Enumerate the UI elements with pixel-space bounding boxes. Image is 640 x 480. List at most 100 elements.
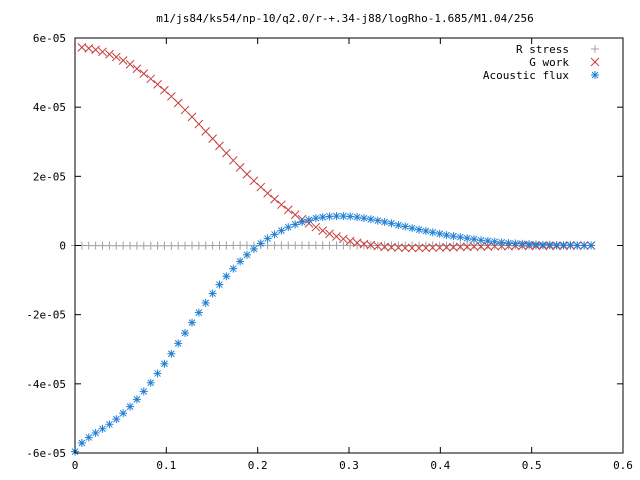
- data-point: [98, 241, 107, 250]
- data-point: [235, 162, 245, 172]
- data-point: [112, 415, 121, 424]
- data-point: [84, 241, 93, 250]
- data-point: [228, 156, 238, 165]
- x-tick-label: 0.6: [613, 459, 633, 472]
- data-point: [270, 230, 279, 239]
- data-point: [415, 225, 424, 234]
- data-point: [256, 239, 265, 248]
- data-point: [531, 240, 540, 249]
- legend-label: Acoustic flux: [483, 69, 569, 82]
- data-point: [201, 127, 211, 136]
- data-point: [573, 241, 582, 250]
- data-point: [187, 112, 197, 122]
- data-point: [346, 212, 355, 221]
- data-point: [318, 241, 327, 250]
- data-point: [119, 241, 128, 250]
- data-point: [132, 395, 141, 404]
- data-point: [180, 105, 190, 115]
- data-point: [98, 47, 107, 57]
- data-point: [311, 214, 320, 223]
- data-point: [442, 242, 451, 252]
- data-point: [580, 241, 589, 250]
- plot-area: [71, 42, 596, 456]
- data-point: [208, 241, 217, 250]
- data-point: [283, 205, 293, 215]
- data-point: [449, 241, 458, 250]
- data-point: [111, 52, 121, 62]
- data-point: [442, 231, 451, 240]
- data-point: [263, 188, 272, 198]
- data-point: [160, 85, 169, 95]
- axes: 0 0.1 0.2 0.3 0.4 0.5 0.6 6e-05 4e-05 2e-05 0 -2e-0…: [26, 32, 633, 472]
- data-point: [221, 148, 231, 158]
- data-point: [538, 240, 547, 249]
- data-point: [181, 328, 190, 337]
- data-point: [463, 234, 472, 243]
- data-point: [435, 229, 444, 238]
- data-point: [483, 237, 492, 246]
- data-point: [552, 241, 561, 250]
- data-point: [153, 369, 162, 378]
- data-point: [359, 241, 368, 250]
- data-point: [318, 213, 327, 222]
- data-point: [456, 233, 465, 242]
- data-point: [146, 378, 155, 387]
- data-point: [352, 238, 362, 248]
- data-point: [222, 241, 231, 250]
- series-acoustic-flux: [71, 212, 596, 456]
- data-point: [463, 241, 472, 250]
- data-point: [174, 241, 183, 250]
- data-point: [126, 402, 135, 411]
- data-point: [153, 241, 162, 250]
- data-point: [428, 228, 437, 237]
- data-point: [187, 241, 196, 250]
- data-point: [119, 409, 128, 418]
- chart-title: m1/js84/ks54/np-10/q2.0/r-+.34-j88/logRh…: [156, 12, 534, 25]
- data-point: [270, 194, 279, 204]
- data-point: [304, 241, 313, 250]
- data-point: [332, 212, 341, 221]
- data-point: [201, 241, 210, 250]
- data-point: [242, 250, 251, 259]
- data-point: [332, 232, 341, 241]
- x-tick-label: 0.4: [430, 459, 450, 472]
- x-tick-label: 0.1: [156, 459, 176, 472]
- legend-marker: [590, 57, 600, 67]
- data-point: [242, 241, 251, 250]
- data-point: [146, 74, 156, 84]
- data-point: [125, 59, 135, 69]
- data-point: [511, 239, 520, 248]
- data-point: [408, 224, 417, 233]
- data-point: [373, 216, 382, 225]
- data-point: [229, 241, 238, 250]
- data-point: [194, 308, 203, 317]
- data-point: [311, 222, 321, 232]
- data-point: [222, 272, 231, 281]
- data-point: [414, 243, 424, 253]
- data-point: [98, 424, 107, 433]
- data-point: [346, 241, 355, 250]
- data-point: [421, 243, 431, 253]
- data-point: [126, 241, 135, 250]
- y-tick-label: 0: [59, 240, 66, 253]
- data-point: [380, 242, 389, 252]
- data-point: [249, 244, 258, 253]
- data-point: [277, 226, 286, 235]
- data-point: [394, 221, 403, 230]
- data-point: [160, 359, 169, 368]
- data-point: [105, 420, 114, 429]
- data-point: [290, 210, 300, 220]
- data-point: [91, 45, 100, 55]
- y-tick-label: -6e-05: [26, 447, 66, 460]
- x-tick-label: 0: [72, 459, 79, 472]
- data-point: [359, 214, 368, 223]
- data-point: [105, 241, 114, 250]
- data-point: [187, 318, 196, 327]
- data-point: [428, 243, 438, 252]
- data-point: [229, 264, 238, 273]
- data-point: [139, 241, 148, 250]
- data-point: [139, 69, 149, 78]
